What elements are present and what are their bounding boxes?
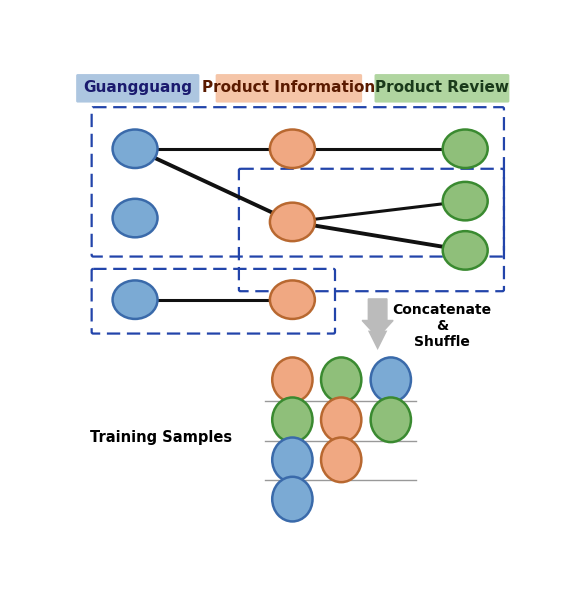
Ellipse shape [113, 280, 157, 319]
FancyArrow shape [362, 299, 393, 337]
Ellipse shape [270, 130, 315, 168]
Text: Training Samples: Training Samples [90, 430, 232, 445]
Ellipse shape [371, 358, 411, 402]
Ellipse shape [371, 398, 411, 442]
Ellipse shape [443, 231, 488, 270]
Ellipse shape [272, 438, 312, 482]
Text: Product Information: Product Information [202, 80, 375, 96]
Text: Product Review: Product Review [375, 80, 509, 96]
Ellipse shape [270, 203, 315, 241]
Ellipse shape [113, 130, 157, 168]
Text: Guangguang: Guangguang [83, 80, 192, 96]
Ellipse shape [272, 358, 312, 402]
Ellipse shape [272, 398, 312, 442]
Ellipse shape [270, 280, 315, 319]
Ellipse shape [321, 398, 362, 442]
FancyBboxPatch shape [216, 74, 362, 103]
Ellipse shape [272, 477, 312, 521]
FancyBboxPatch shape [76, 74, 200, 103]
Ellipse shape [321, 358, 362, 402]
FancyBboxPatch shape [375, 74, 510, 103]
Ellipse shape [321, 438, 362, 482]
Ellipse shape [443, 130, 488, 168]
Ellipse shape [443, 182, 488, 221]
Text: Concatenate
&
Shuffle: Concatenate & Shuffle [392, 303, 491, 349]
Ellipse shape [113, 199, 157, 237]
